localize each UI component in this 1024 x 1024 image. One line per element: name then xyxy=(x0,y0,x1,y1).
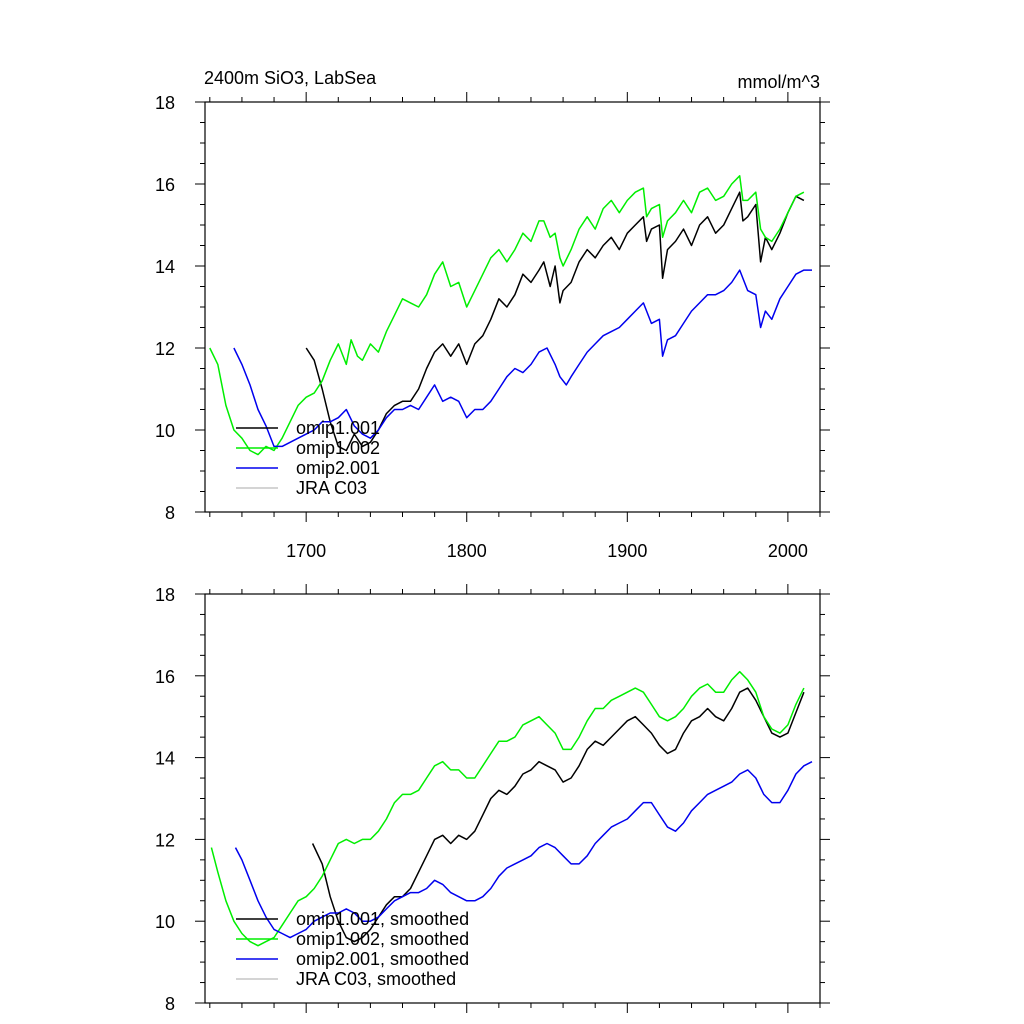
y-tick-label: 8 xyxy=(165,994,175,1014)
y-tick-label: 12 xyxy=(155,339,175,359)
y-tick-label: 18 xyxy=(155,585,175,605)
legend-label: omip2.001 xyxy=(296,458,380,478)
y-tick-label: 16 xyxy=(155,667,175,687)
y-tick-label: 12 xyxy=(155,830,175,850)
y-tick-label: 16 xyxy=(155,175,175,195)
y-tick-label: 14 xyxy=(155,257,175,277)
figure-title: 2400m SiO3, LabSea xyxy=(204,68,377,88)
legend-label: JRA C03 xyxy=(296,478,367,498)
x-tick-label: 2000 xyxy=(768,541,808,561)
y-tick-label: 10 xyxy=(155,421,175,441)
y-tick-label: 8 xyxy=(165,503,175,523)
y-tick-label: 10 xyxy=(155,912,175,932)
x-tick-label: 1900 xyxy=(607,541,647,561)
y-tick-label: 14 xyxy=(155,749,175,769)
series-line-omip2-001 xyxy=(233,269,812,448)
legend-label: omip1.001 xyxy=(296,418,380,438)
unit-label: mmol/m^3 xyxy=(738,72,820,92)
panel-bottom: 8 10 12 14 16 18 omip1.001, smoothedomip1.002,… xyxy=(155,584,830,1014)
panel-top: 1700 1800 1900 200081012141618omip1.001omip… xyxy=(155,92,830,561)
legend-label: omip1.002, smoothed xyxy=(296,929,469,949)
legend-label: omip1.001, smoothed xyxy=(296,909,469,929)
legend-label: JRA C03, smoothed xyxy=(296,969,456,989)
series-line-omip1-001 xyxy=(311,687,805,943)
x-tick-label: 1800 xyxy=(447,541,487,561)
series-line-omip1-001 xyxy=(305,191,805,452)
legend-label: omip2.001, smoothed xyxy=(296,949,469,969)
series-line-omip1-002 xyxy=(209,175,805,456)
series-line-omip2-001 xyxy=(234,761,813,939)
y-tick-label: 18 xyxy=(155,93,175,113)
series-line-omip1-002 xyxy=(210,670,805,947)
x-tick-label: 1700 xyxy=(286,541,326,561)
legend-label: omip1.002 xyxy=(296,438,380,458)
